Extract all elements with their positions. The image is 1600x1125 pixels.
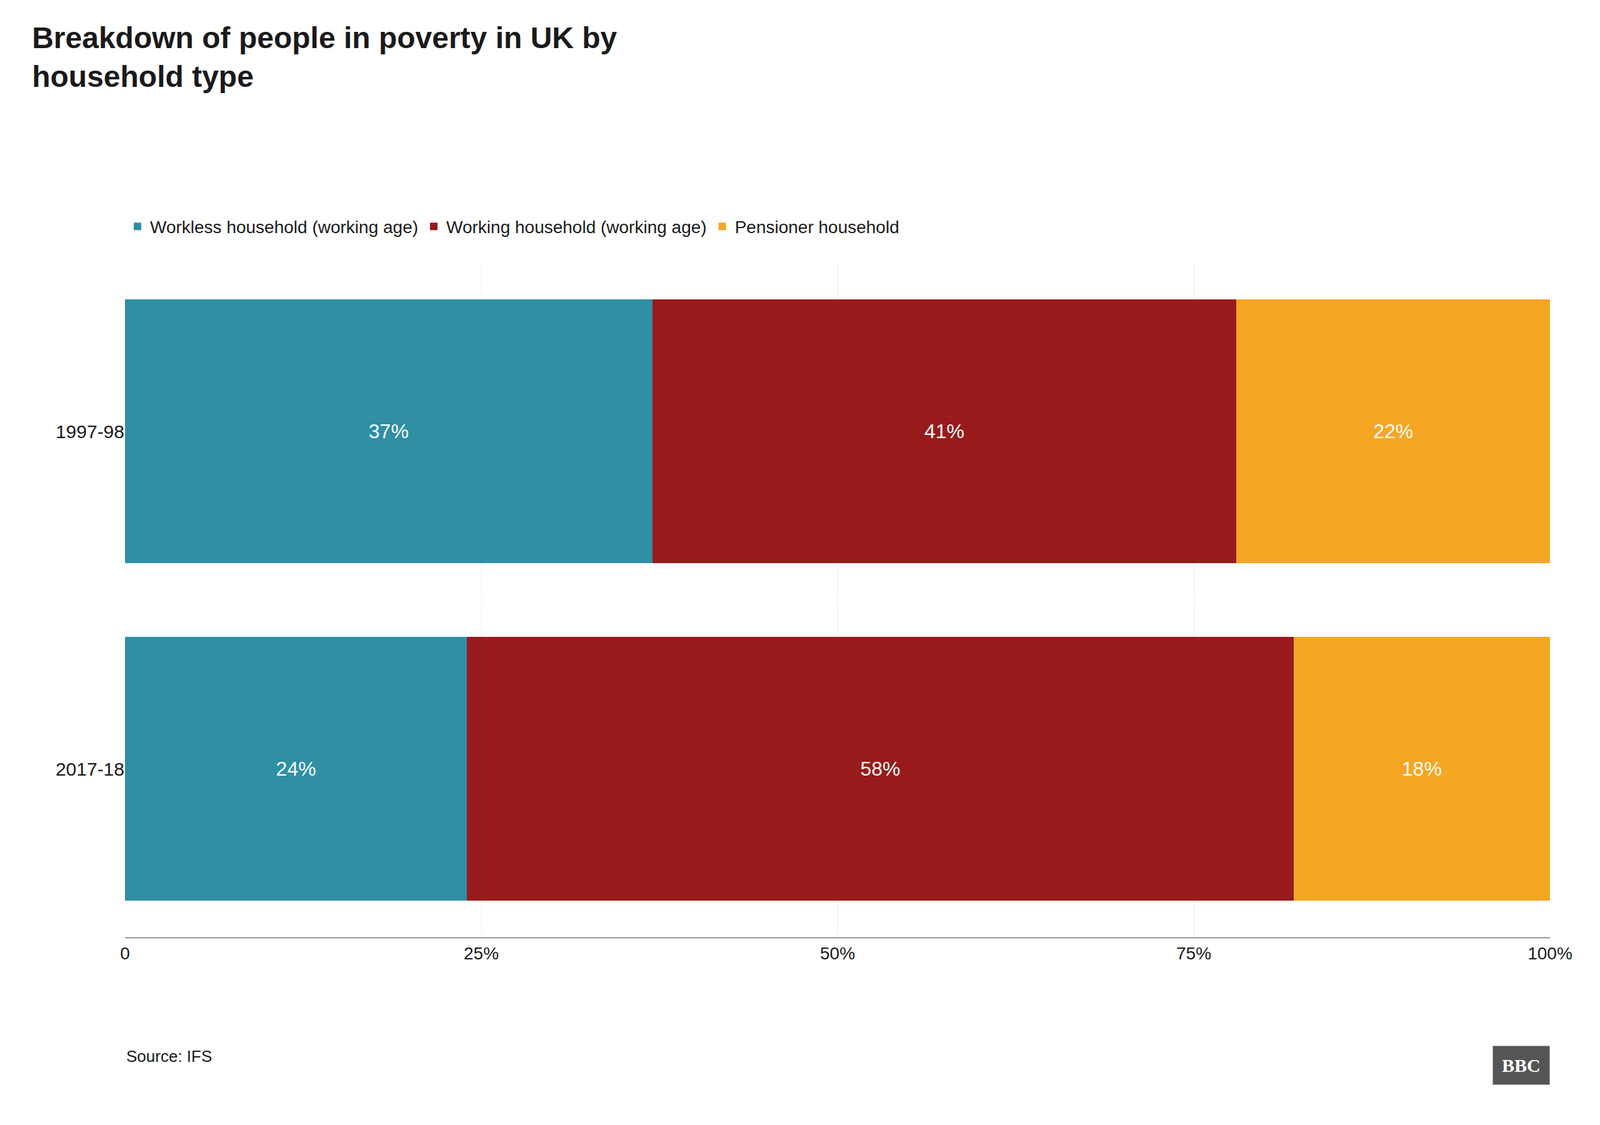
svg-text:18%: 18% (1401, 757, 1442, 780)
svg-text:25%: 25% (463, 943, 499, 964)
svg-text:58%: 58% (860, 757, 900, 780)
svg-text:0: 0 (120, 943, 130, 964)
svg-text:50%: 50% (820, 943, 855, 964)
svg-text:75%: 75% (1176, 943, 1212, 964)
svg-text:BBC: BBC (1501, 1055, 1541, 1076)
svg-text:Pensioner household: Pensioner household (735, 217, 900, 237)
svg-text:Breakdown of people in poverty: Breakdown of people in poverty in UK byh… (31, 21, 617, 94)
svg-text:24%: 24% (276, 757, 317, 780)
svg-text:2017-18: 2017-18 (55, 758, 125, 780)
svg-text:37%: 37% (368, 420, 409, 443)
svg-text:41%: 41% (924, 420, 965, 443)
svg-text:1997-98: 1997-98 (55, 421, 125, 442)
svg-text:22%: 22% (1373, 420, 1414, 443)
svg-text:Workless household (working ag: Workless household (working age) (150, 217, 419, 237)
svg-text:Source: IFS: Source: IFS (126, 1046, 212, 1066)
svg-text:100%: 100% (1527, 943, 1573, 964)
svg-text:Working household (working age: Working household (working age) (446, 217, 707, 237)
